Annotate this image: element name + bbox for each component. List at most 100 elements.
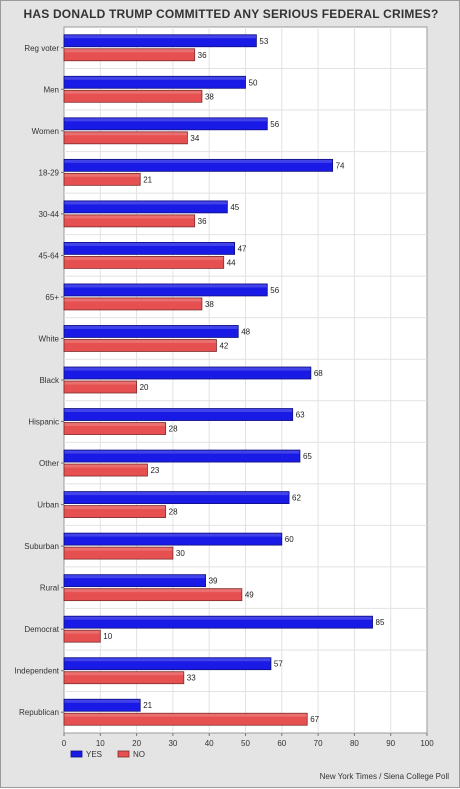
data-label: 63 [296, 411, 305, 420]
x-tick-label: 20 [132, 739, 141, 748]
bar-highlight [64, 49, 195, 53]
data-label: 48 [241, 327, 250, 336]
data-label: 38 [205, 300, 214, 309]
bar-highlight [64, 132, 187, 136]
bar-highlight [64, 450, 300, 454]
data-label: 56 [270, 286, 279, 295]
category-label: Independent [15, 667, 60, 676]
bar-highlight [64, 201, 227, 205]
bar-highlight [64, 118, 267, 122]
yes-bar [63, 698, 141, 712]
bar-highlight [64, 713, 307, 717]
data-label: 57 [274, 660, 283, 669]
bar-highlight [64, 242, 235, 246]
yes-bar [63, 532, 283, 546]
no-bar [63, 712, 308, 726]
bar-highlight [64, 256, 224, 260]
data-label: 20 [140, 383, 149, 392]
bar-highlight [64, 699, 140, 703]
bar-highlight [64, 159, 333, 163]
bar-highlight [64, 423, 166, 427]
category-label: Suburban [24, 542, 59, 551]
x-tick-label: 90 [386, 739, 395, 748]
data-label: 36 [198, 51, 207, 60]
no-bar [63, 546, 174, 560]
data-label: 36 [198, 217, 207, 226]
yes-bar [63, 325, 239, 338]
data-label: 50 [249, 78, 258, 87]
x-tick-label: 40 [205, 739, 214, 748]
yes-bar [63, 408, 294, 421]
data-label: 45 [230, 203, 239, 212]
category-label: 65+ [45, 293, 59, 302]
category-label: Reg voter [24, 44, 59, 53]
data-label: 67 [310, 715, 319, 724]
no-bar [63, 463, 148, 477]
no-bar [63, 131, 188, 145]
bar-highlight [64, 284, 267, 288]
legend-swatch-yes [70, 750, 83, 758]
yes-bar [63, 242, 236, 255]
data-label: 38 [205, 92, 214, 101]
category-label: White [39, 334, 60, 343]
category-label: 45-64 [39, 251, 60, 260]
category-label: Rural [40, 584, 59, 593]
no-bar [63, 339, 217, 352]
data-label: 28 [169, 508, 178, 517]
data-label: 47 [238, 244, 247, 253]
data-label: 21 [143, 701, 152, 710]
bar-highlight [64, 173, 140, 177]
x-tick-label: 0 [62, 739, 67, 748]
category-label: Republican [19, 708, 59, 717]
category-label: 30-44 [39, 210, 60, 219]
category-label: Other [39, 459, 59, 468]
no-bar [63, 588, 243, 602]
data-label: 34 [190, 134, 199, 143]
data-label: 53 [259, 37, 268, 46]
category-label: Men [43, 85, 59, 94]
data-label: 65 [303, 452, 312, 461]
bar-highlight [64, 630, 100, 634]
yes-bar [63, 283, 268, 297]
yes-bar [63, 117, 268, 131]
x-tick-label: 80 [350, 739, 359, 748]
x-tick-label: 30 [168, 739, 177, 748]
bar-highlight [64, 547, 173, 551]
category-label: Black [39, 376, 60, 385]
data-label: 10 [103, 632, 112, 641]
no-bar [63, 505, 167, 518]
no-bar [63, 172, 141, 186]
category-label: 18-29 [39, 168, 60, 177]
source-note: New York Times / Siena College Poll [319, 772, 449, 781]
bar-highlight [64, 298, 202, 302]
bar-highlight [64, 658, 271, 662]
data-label: 23 [150, 466, 159, 475]
bar-highlight [64, 616, 373, 620]
data-label: 60 [285, 535, 294, 544]
data-label: 74 [336, 161, 345, 170]
no-bar [63, 89, 203, 103]
yes-bar [63, 200, 228, 214]
bar-highlight [64, 339, 216, 343]
bar-highlight [64, 367, 311, 371]
bar-highlight [64, 575, 206, 579]
yes-bar [63, 491, 290, 504]
no-bar [63, 214, 196, 228]
data-label: 21 [143, 175, 152, 184]
no-bar [63, 256, 225, 269]
chart-title: HAS DONALD TRUMP COMMITTED ANY SERIOUS F… [23, 7, 439, 21]
data-label: 49 [245, 591, 254, 600]
data-label: 56 [270, 120, 279, 129]
no-bar [63, 629, 101, 643]
yes-bar [63, 615, 373, 629]
no-bar [63, 671, 185, 685]
data-label: 30 [176, 549, 185, 558]
bar-highlight [64, 35, 256, 39]
data-label: 44 [227, 258, 236, 267]
yes-bar [63, 366, 312, 380]
no-bar [63, 297, 203, 311]
category-label: Women [32, 127, 59, 136]
yes-bar [63, 34, 257, 48]
